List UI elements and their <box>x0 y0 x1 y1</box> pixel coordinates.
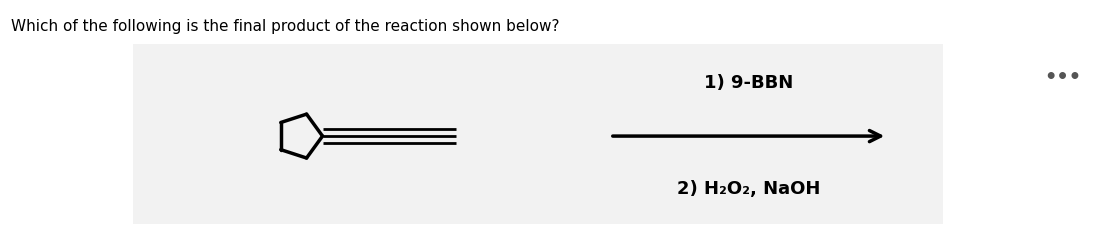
Text: Which of the following is the final product of the reaction shown below?: Which of the following is the final prod… <box>11 19 560 35</box>
Text: 2) H₂O₂, NaOH: 2) H₂O₂, NaOH <box>676 180 821 198</box>
Text: 1) 9-BBN: 1) 9-BBN <box>704 74 793 92</box>
Text: •••: ••• <box>1045 68 1081 87</box>
FancyBboxPatch shape <box>133 44 943 224</box>
